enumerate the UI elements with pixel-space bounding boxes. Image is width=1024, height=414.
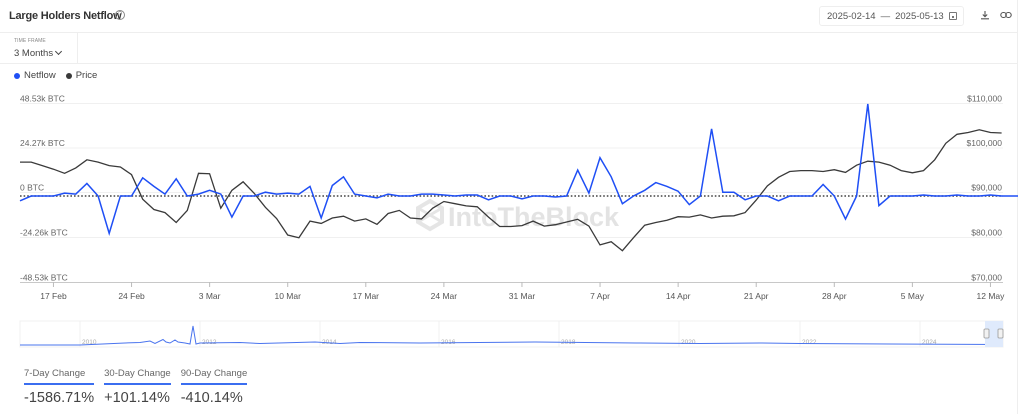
x-axis: 17 Feb 24 Feb 3 Mar 10 Mar 17 Mar 24 Mar 31 Ma… xyxy=(40,282,1005,301)
link-icon[interactable] xyxy=(1000,10,1012,20)
card-header: Large Holders Netflow ? 2025-02-14 — 202… xyxy=(0,0,1018,33)
timeframe-label: TIME FRAME xyxy=(14,38,46,44)
price-series-line xyxy=(20,129,1002,252)
divider xyxy=(0,63,1018,64)
svg-text:$90,000: $90,000 xyxy=(971,183,1002,193)
y-axis-left: 48.53k BTC 24.27k BTC 0 BTC -24.26k BTC -48.… xyxy=(20,94,68,283)
svg-text:12 May: 12 May xyxy=(977,291,1006,301)
svg-text:2010: 2010 xyxy=(82,339,97,346)
svg-text:5 May: 5 May xyxy=(901,291,925,301)
legend-label: Price xyxy=(75,70,98,81)
legend-item-netflow[interactable]: Netflow xyxy=(14,70,56,81)
svg-text:24.27k BTC: 24.27k BTC xyxy=(20,138,65,148)
svg-text:10 Mar: 10 Mar xyxy=(274,291,301,301)
change-stats: 7-Day Change -1586.71% 30-Day Change +10… xyxy=(24,368,248,406)
chevron-down-icon xyxy=(54,47,63,56)
svg-text:17 Mar: 17 Mar xyxy=(353,291,380,301)
chart-legend: Netflow Price xyxy=(14,70,97,81)
chart-title: Large Holders Netflow xyxy=(9,10,122,22)
svg-text:31 Mar: 31 Mar xyxy=(509,291,536,301)
netflow-dot-icon xyxy=(14,72,20,79)
date-start: 2025-02-14 xyxy=(827,10,876,22)
svg-text:21 Apr: 21 Apr xyxy=(744,291,769,301)
svg-text:-48.53k BTC: -48.53k BTC xyxy=(20,273,68,283)
stat-label: 90-Day Change xyxy=(180,368,248,385)
navigator-handle-right[interactable] xyxy=(997,328,1004,339)
svg-text:-24.26k BTC: -24.26k BTC xyxy=(20,228,68,238)
stat-value: -410.14% xyxy=(180,390,243,406)
price-dot-icon xyxy=(65,72,72,79)
download-icon[interactable] xyxy=(980,10,990,20)
svg-text:$110,000: $110,000 xyxy=(967,94,1002,104)
legend-item-price[interactable]: Price xyxy=(65,70,98,81)
svg-text:17 Feb: 17 Feb xyxy=(40,291,67,301)
stat-label: 7-Day Change xyxy=(24,368,95,385)
stat-90-day: 90-Day Change -410.14% xyxy=(180,368,248,406)
stat-label: 30-Day Change xyxy=(104,368,171,385)
date-separator: — xyxy=(880,10,891,22)
svg-text:3 Mar: 3 Mar xyxy=(199,291,221,301)
navigator-selection[interactable] xyxy=(985,321,1003,347)
legend-label: Netflow xyxy=(24,70,56,81)
svg-text:2022: 2022 xyxy=(802,339,817,346)
calendar-icon xyxy=(948,12,957,20)
svg-text:$100,000: $100,000 xyxy=(967,138,1003,148)
range-navigator[interactable]: 2010 2012 2014 2016 2018 2020 2022 2024 xyxy=(19,320,1004,348)
stat-7-day: 7-Day Change -1586.71% xyxy=(24,368,95,406)
date-end: 2025-05-13 xyxy=(895,10,944,22)
svg-text:$80,000: $80,000 xyxy=(971,228,1002,238)
grid-lines xyxy=(20,103,1003,283)
svg-text:0 BTC: 0 BTC xyxy=(20,183,44,193)
stat-value: -1586.71% xyxy=(24,390,95,406)
netflow-series-line xyxy=(19,103,1018,237)
stat-value: +101.14% xyxy=(104,390,170,406)
svg-text:7 Apr: 7 Apr xyxy=(590,291,610,301)
timeframe-value: 3 Months xyxy=(14,48,54,59)
svg-text:2024: 2024 xyxy=(922,339,937,346)
stat-30-day: 30-Day Change +101.14% xyxy=(104,368,171,406)
svg-text:2020: 2020 xyxy=(681,339,696,346)
svg-text:28 Apr: 28 Apr xyxy=(822,291,847,301)
date-range-picker[interactable]: 2025-02-14 — 2025-05-13 xyxy=(819,6,964,26)
svg-text:24 Feb: 24 Feb xyxy=(118,291,145,301)
timeframe-select[interactable]: TIME FRAME 3 Months xyxy=(0,33,78,63)
question-circle-icon[interactable]: ? xyxy=(115,10,125,20)
svg-text:48.53k BTC: 48.53k BTC xyxy=(20,94,65,104)
y-axis-right: $110,000 $100,000 $90,000 $80,000 $70,000 xyxy=(967,94,1003,283)
svg-text:$70,000: $70,000 xyxy=(971,273,1002,283)
svg-text:14 Apr: 14 Apr xyxy=(666,291,691,301)
svg-text:24 Mar: 24 Mar xyxy=(431,291,458,301)
navigator-handle-left[interactable] xyxy=(983,328,990,339)
